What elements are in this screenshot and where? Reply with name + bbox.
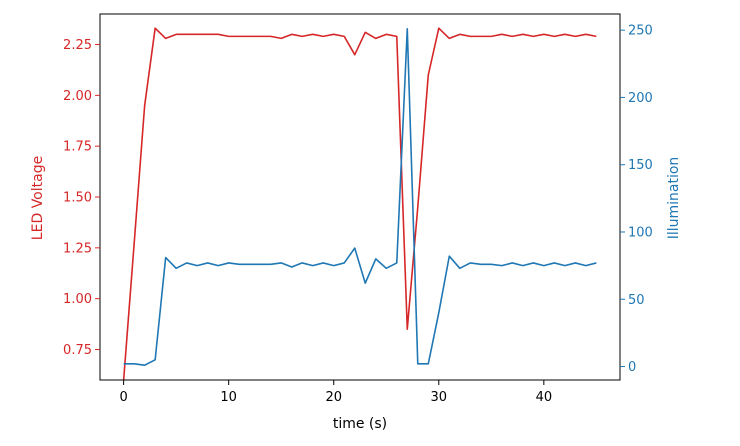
y-left-tick-label: 1.75 — [63, 140, 92, 155]
y-axis-label-left: LED Voltage — [30, 156, 46, 240]
x-tick-label: 10 — [220, 390, 237, 405]
y-left-tick-label: 2.25 — [63, 38, 92, 53]
y-left-tick-label: 1.50 — [63, 191, 92, 206]
y-right-tick-label: 250 — [628, 24, 653, 39]
y-right-tick-label: 50 — [628, 293, 645, 308]
led-voltage-series-line — [122, 27, 597, 381]
y-right-tick-label: 100 — [628, 225, 653, 240]
y-axis-label-right: Illumination — [666, 157, 682, 240]
series-layer — [122, 27, 597, 381]
y-left-tick-label: 2.00 — [63, 89, 92, 104]
plot-frame — [99, 13, 621, 381]
x-tick-label: 20 — [325, 390, 342, 405]
y-left-tick-label: 0.75 — [63, 343, 92, 358]
y-right-tick-label: 200 — [628, 91, 653, 106]
x-axis-label: time (s) — [333, 416, 387, 432]
x-tick-label: 0 — [119, 390, 127, 405]
y-left-tick-label: 1.00 — [63, 292, 92, 307]
y-left-tick-label: 1.25 — [63, 241, 92, 256]
y-right-tick-label: 150 — [628, 158, 653, 173]
y-right-tick-label: 0 — [628, 360, 636, 375]
axes-layer — [99, 13, 621, 381]
ticks-layer: 0 10 20 30 40 0.75 1.00 1.25 1.50 1.75 2.00 2.25 0 50… — [63, 24, 653, 405]
illumination-series-line — [123, 27, 597, 367]
x-tick-label: 40 — [536, 390, 553, 405]
x-tick-label: 30 — [431, 390, 448, 405]
